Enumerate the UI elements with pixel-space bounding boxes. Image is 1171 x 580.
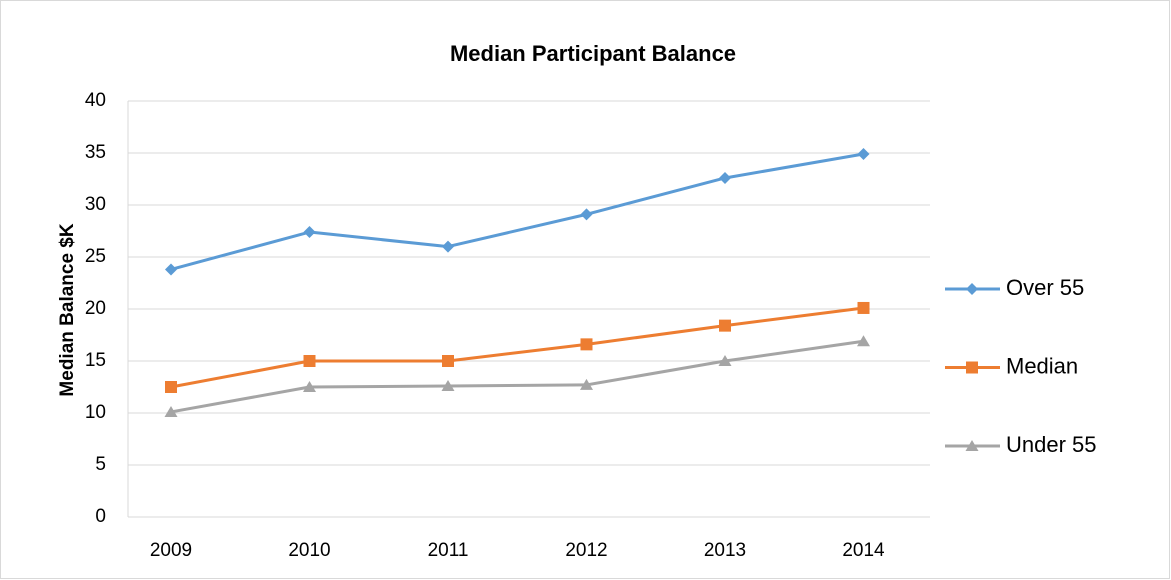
legend-marker [966, 361, 978, 374]
data-point [857, 335, 870, 347]
data-point [164, 405, 178, 417]
data-point [442, 240, 454, 253]
x-tick-label: 2010 [288, 540, 330, 561]
y-axis-label: Median Balance $K [57, 223, 78, 396]
y-tick-label: 25 [85, 246, 106, 267]
x-tick-label: 2012 [565, 540, 607, 561]
data-point [303, 226, 316, 239]
y-tick-label: 15 [85, 350, 106, 371]
chart-title: Median Participant Balance [450, 41, 736, 66]
data-point [719, 319, 731, 332]
legend-label: Over 55 [1006, 275, 1084, 300]
legend-marker [965, 440, 979, 451]
legend-marker [966, 283, 978, 295]
y-tick-label: 40 [85, 90, 106, 111]
legend-label: Median [1006, 353, 1078, 378]
x-tick-label: 2014 [842, 540, 885, 561]
y-tick-label: 30 [85, 194, 106, 215]
data-point [580, 338, 593, 351]
data-point [857, 301, 870, 314]
data-point [165, 263, 177, 276]
data-point [857, 148, 870, 161]
y-tick-label: 5 [95, 454, 106, 475]
series-line [170, 306, 864, 389]
data-point [165, 381, 177, 393]
data-point [718, 355, 732, 366]
y-tick-label: 10 [85, 402, 106, 423]
y-tick-label: 0 [95, 506, 106, 527]
x-tick-label: 2011 [428, 540, 469, 561]
data-point [580, 208, 593, 221]
y-tick-label: 20 [85, 298, 106, 319]
x-tick-label: 2009 [150, 540, 192, 561]
series-line [170, 152, 864, 271]
data-point [580, 378, 593, 390]
data-point [303, 355, 316, 367]
series-line [170, 339, 864, 414]
legend-label: Under 55 [1006, 432, 1097, 457]
y-tick-label: 35 [85, 142, 106, 163]
x-tick-label: 2013 [704, 540, 746, 561]
data-point [719, 171, 731, 184]
data-point [303, 381, 316, 392]
data-point [441, 379, 455, 391]
data-point [442, 355, 454, 367]
